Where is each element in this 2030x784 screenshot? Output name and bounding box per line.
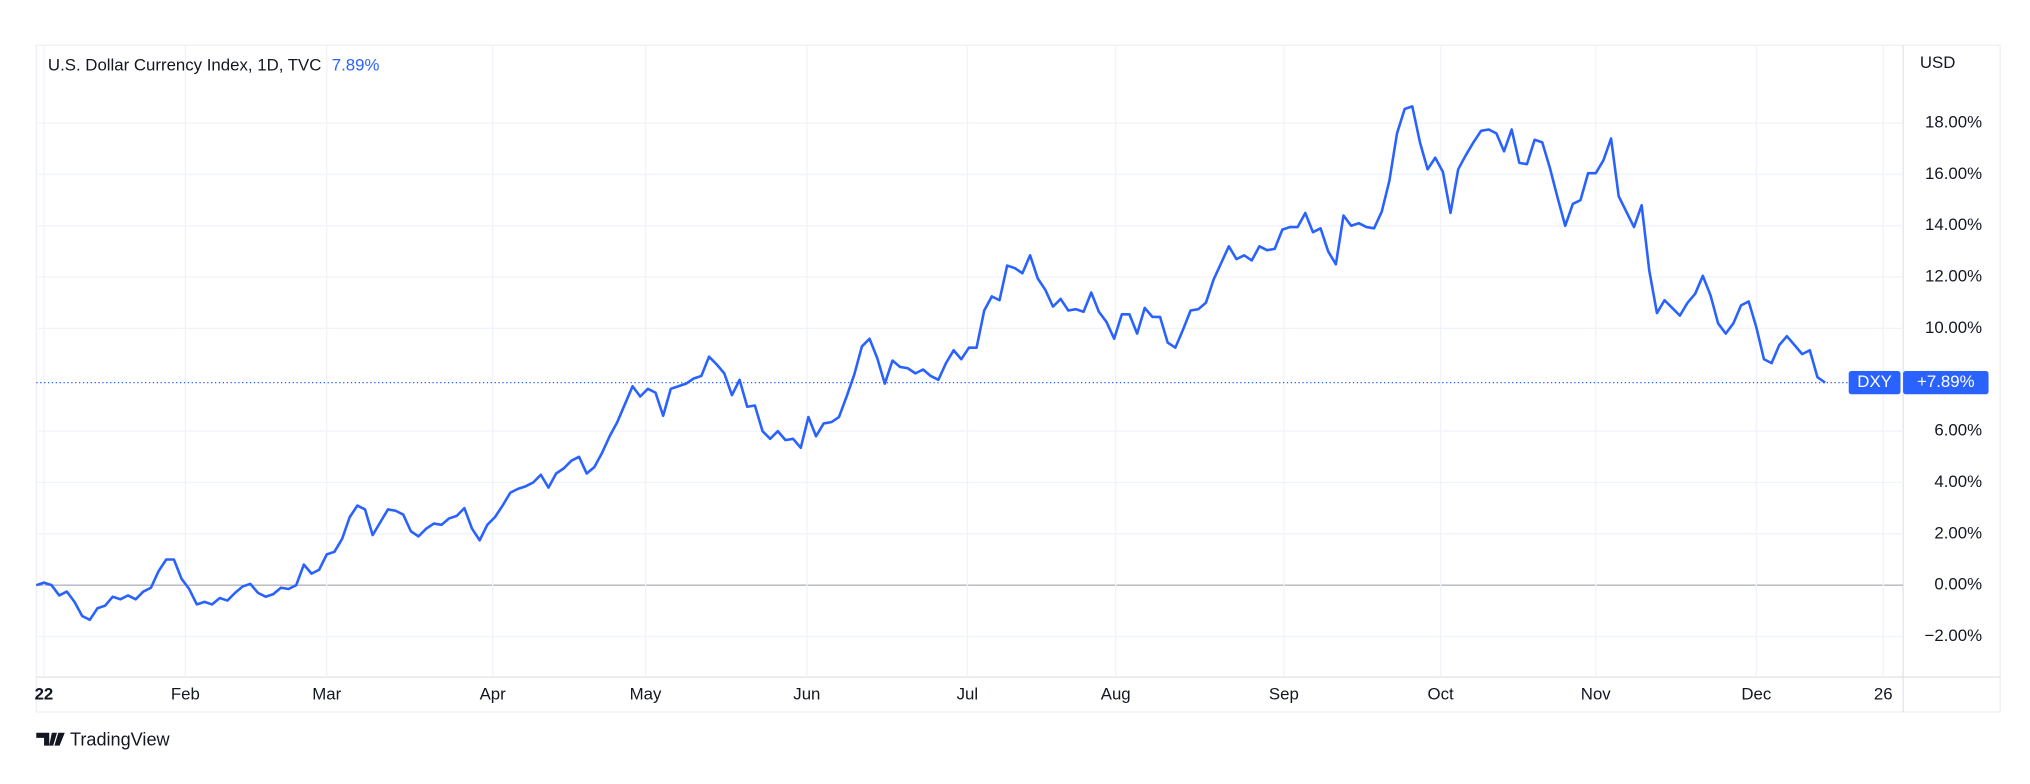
chart-frame — [35, 44, 2001, 713]
x-tick-label: Sep — [1269, 685, 1299, 704]
x-tick-label: Nov — [1581, 685, 1611, 704]
y-tick-label: 0.00% — [1934, 575, 1982, 594]
series-tag — [1848, 370, 1901, 395]
x-tick-label: Jul — [957, 685, 979, 704]
last-value-label: +7.89% — [1917, 372, 1975, 391]
x-tick-label: Mar — [312, 685, 341, 704]
x-tick-label: 22 — [35, 685, 54, 704]
x-tick-label: Apr — [480, 685, 507, 704]
grid — [36, 45, 1904, 678]
y-tick-label: 4.00% — [1934, 472, 1982, 491]
y-tick-label: −2.00% — [1925, 626, 1983, 645]
currency-label: USD — [1920, 53, 1956, 72]
y-tick-label: 18.00% — [1925, 113, 1982, 132]
logo: TradingView — [36, 729, 171, 749]
brand-name: TradingView — [70, 729, 171, 749]
change-label: 7.89% — [332, 55, 380, 74]
series-line — [35, 105, 1826, 622]
x-tick-label: Jun — [793, 685, 820, 704]
x-tick-label: Dec — [1741, 685, 1771, 704]
x-tick-label: 26 — [1874, 685, 1893, 704]
y-tick-label: 12.00% — [1925, 267, 1982, 286]
y-tick-label: 2.00% — [1934, 523, 1982, 542]
series-name: DXY — [1857, 372, 1892, 391]
x-tick-label: Oct — [1428, 685, 1454, 704]
y-tick-label: 16.00% — [1925, 164, 1982, 183]
last-value-tag — [1903, 370, 1989, 395]
y-tick-label: 6.00% — [1934, 421, 1982, 440]
y-tick-label: 14.00% — [1925, 215, 1982, 234]
logo-icon — [36, 732, 65, 746]
x-tick-label: Aug — [1101, 685, 1131, 704]
x-tick-label: May — [630, 685, 662, 704]
x-tick-label: Feb — [171, 685, 200, 704]
chart-title: U.S. Dollar Currency Index, 1D, TVC — [48, 55, 321, 74]
y-tick-label: 10.00% — [1925, 318, 1982, 337]
